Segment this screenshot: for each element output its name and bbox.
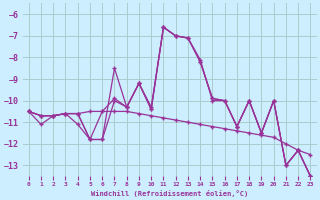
X-axis label: Windchill (Refroidissement éolien,°C): Windchill (Refroidissement éolien,°C): [91, 190, 248, 197]
